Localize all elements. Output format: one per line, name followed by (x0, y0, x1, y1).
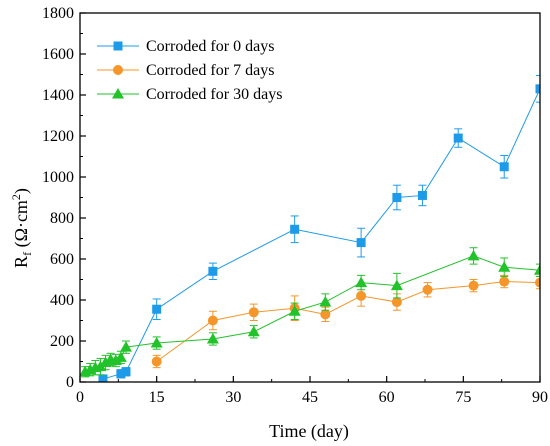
legend-marker (113, 65, 123, 75)
data-point (356, 290, 367, 301)
data-point (356, 238, 366, 248)
data-point (320, 309, 331, 320)
data-point (98, 374, 108, 382)
data-point (499, 276, 510, 287)
y-tick-label: 200 (50, 333, 74, 350)
x-tick-label: 45 (302, 389, 318, 406)
y-tick-label: 600 (50, 251, 74, 268)
plot-layer (80, 75, 540, 382)
x-tick-label: 15 (149, 389, 165, 406)
data-point (99, 356, 112, 368)
data-point (417, 190, 427, 200)
x-tick-label: 75 (455, 389, 471, 406)
series-0 (98, 75, 540, 382)
series-2 (80, 247, 540, 378)
x-tick-label: 90 (532, 389, 548, 406)
x-tick-label: 0 (76, 389, 84, 406)
data-point (120, 341, 132, 352)
data-point (468, 280, 479, 291)
x-axis-title: Time (day) (269, 421, 349, 442)
data-point (499, 162, 509, 172)
y-tick-label: 1800 (42, 5, 74, 22)
data-point (498, 261, 511, 272)
data-point (207, 315, 218, 326)
legend-item: Corroded for 0 days (97, 38, 274, 55)
data-point (121, 367, 131, 377)
data-point (535, 84, 540, 94)
data-point (114, 351, 127, 362)
data-point (116, 369, 126, 379)
series-group (80, 75, 540, 382)
data-point (467, 249, 480, 261)
data-point (248, 307, 259, 318)
series-line (102, 88, 540, 380)
axes: 0 15 30 45 60 75 90 0 200 400 600 800 1000 1200 1400 16… (42, 5, 548, 406)
data-point (247, 325, 260, 337)
y-title-base: R (11, 256, 31, 268)
data-point (355, 276, 368, 288)
data-point (390, 279, 403, 291)
legend-label: Corroded for 0 days (146, 38, 274, 55)
y-tick-label: 1600 (42, 46, 74, 63)
y-tick-label: 0 (66, 374, 74, 391)
data-point (109, 354, 122, 365)
legend-label: Corroded for 7 days (146, 62, 274, 79)
series-line (84, 255, 540, 373)
y-axis-title: Rf (Ω·cm2) (9, 188, 34, 268)
y-tick-label: 1000 (42, 169, 74, 186)
data-point (534, 264, 540, 275)
data-point (453, 133, 463, 143)
x-tick-label: 30 (225, 389, 241, 406)
y-title-unit-sup: 2 (9, 194, 23, 200)
x-tick-label: 60 (379, 389, 395, 406)
y-tick-label: 1200 (42, 128, 74, 145)
legend-marker (113, 41, 123, 51)
data-point (208, 266, 218, 276)
y-title-unit-open: (Ω·cm (11, 200, 32, 252)
data-point (152, 304, 162, 314)
data-point (392, 193, 402, 202)
data-point (422, 284, 433, 295)
legend-item: Corroded for 7 days (97, 62, 274, 79)
y-tick-label: 400 (50, 292, 74, 309)
legend-item: Corroded for 30 days (97, 86, 282, 103)
legend-marker (112, 88, 124, 99)
data-point (206, 332, 219, 344)
y-tick-label: 800 (50, 210, 74, 227)
y-tick-label: 1400 (42, 87, 74, 104)
data-point (391, 297, 402, 308)
y-title-unit-close: ) (11, 188, 32, 194)
data-point (290, 224, 300, 234)
legend: Corroded for 0 days Corroded for 7 days Co… (97, 38, 282, 103)
legend-label: Corroded for 30 days (146, 86, 282, 103)
data-point (151, 356, 162, 367)
data-point (535, 277, 540, 288)
series-1 (151, 274, 540, 369)
data-point (288, 305, 301, 316)
data-point (150, 337, 163, 348)
y-title-sub: f (20, 252, 34, 256)
data-point (319, 296, 332, 307)
